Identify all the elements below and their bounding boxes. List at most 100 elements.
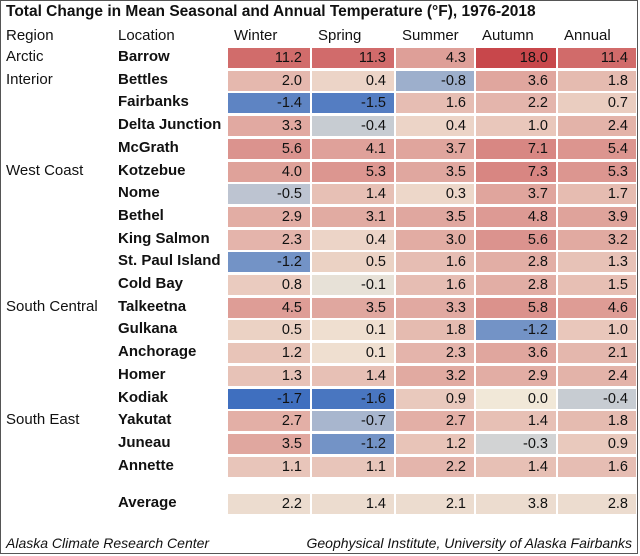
value-cell-annual: 4.6 xyxy=(558,298,636,318)
value-cell-spring: 0.1 xyxy=(312,343,394,363)
value-cell-annual: 5.3 xyxy=(558,162,636,182)
location-label: Anchorage xyxy=(118,343,197,360)
average-cell-summer: 2.1 xyxy=(396,494,474,514)
value-cell-autumn: 2.2 xyxy=(476,93,556,113)
value-cell-annual: 2.4 xyxy=(558,366,636,386)
value-cell-spring: 0.5 xyxy=(312,252,394,272)
value-cell-summer: 0.3 xyxy=(396,184,474,204)
value-cell-autumn: 3.7 xyxy=(476,184,556,204)
value-cell-autumn: 4.8 xyxy=(476,207,556,227)
value-cell-autumn: 2.8 xyxy=(476,252,556,272)
location-label: Kodiak xyxy=(118,389,169,406)
value-cell-summer: 1.6 xyxy=(396,93,474,113)
region-label: South Central xyxy=(6,298,98,315)
value-cell-winter: 4.0 xyxy=(228,162,310,182)
location-label: Nome xyxy=(118,184,160,201)
value-cell-summer: 1.2 xyxy=(396,434,474,454)
value-cell-annual: 1.7 xyxy=(558,184,636,204)
value-cell-winter: 1.3 xyxy=(228,366,310,386)
average-label: Average xyxy=(118,494,177,511)
value-cell-annual: 1.0 xyxy=(558,320,636,340)
footer-source-left: Alaska Climate Research Center xyxy=(6,535,210,551)
location-label: St. Paul Island xyxy=(118,252,221,269)
value-cell-summer: 0.4 xyxy=(396,116,474,136)
value-cell-spring: -1.2 xyxy=(312,434,394,454)
location-label: Yakutat xyxy=(118,411,172,428)
location-label: Juneau xyxy=(118,434,171,451)
value-cell-autumn: 7.1 xyxy=(476,139,556,159)
value-cell-winter: -1.4 xyxy=(228,93,310,113)
value-cell-spring: 11.3 xyxy=(312,48,394,68)
column-header-region: Region xyxy=(6,27,54,44)
footer-source-right: Geophysical Institute, University of Ala… xyxy=(306,535,632,551)
value-cell-spring: -0.4 xyxy=(312,116,394,136)
value-cell-spring: -1.6 xyxy=(312,389,394,409)
value-cell-summer: 4.3 xyxy=(396,48,474,68)
value-cell-spring: 3.1 xyxy=(312,207,394,227)
value-cell-autumn: 2.8 xyxy=(476,275,556,295)
value-cell-winter: 4.5 xyxy=(228,298,310,318)
value-cell-winter: -0.5 xyxy=(228,184,310,204)
value-cell-autumn: 3.6 xyxy=(476,71,556,91)
value-cell-autumn: 2.9 xyxy=(476,366,556,386)
value-cell-autumn: 5.8 xyxy=(476,298,556,318)
location-label: Barrow xyxy=(118,48,170,65)
location-label: Homer xyxy=(118,366,166,383)
value-cell-spring: -1.5 xyxy=(312,93,394,113)
value-cell-annual: 0.7 xyxy=(558,93,636,113)
value-cell-summer: 2.7 xyxy=(396,411,474,431)
value-cell-spring: -0.1 xyxy=(312,275,394,295)
value-cell-spring: 4.1 xyxy=(312,139,394,159)
value-cell-summer: 1.6 xyxy=(396,275,474,295)
value-cell-summer: 2.3 xyxy=(396,343,474,363)
value-cell-annual: 1.5 xyxy=(558,275,636,295)
value-cell-autumn: 7.3 xyxy=(476,162,556,182)
value-cell-autumn: -0.3 xyxy=(476,434,556,454)
value-cell-annual: 1.8 xyxy=(558,71,636,91)
region-label: Interior xyxy=(6,71,53,88)
average-cell-annual: 2.8 xyxy=(558,494,636,514)
value-cell-summer: 1.6 xyxy=(396,252,474,272)
average-cell-winter: 2.2 xyxy=(228,494,310,514)
column-header-autumn: Autumn xyxy=(482,27,534,44)
value-cell-autumn: 5.6 xyxy=(476,230,556,250)
value-cell-spring: 3.5 xyxy=(312,298,394,318)
value-cell-winter: 2.0 xyxy=(228,71,310,91)
value-cell-autumn: 18.0 xyxy=(476,48,556,68)
value-cell-summer: 3.5 xyxy=(396,207,474,227)
value-cell-spring: -0.7 xyxy=(312,411,394,431)
value-cell-spring: 5.3 xyxy=(312,162,394,182)
location-label: McGrath xyxy=(118,139,179,156)
value-cell-winter: 3.3 xyxy=(228,116,310,136)
value-cell-spring: 1.4 xyxy=(312,366,394,386)
value-cell-winter: 2.9 xyxy=(228,207,310,227)
value-cell-winter: -1.2 xyxy=(228,252,310,272)
value-cell-spring: 0.1 xyxy=(312,320,394,340)
value-cell-winter: 0.5 xyxy=(228,320,310,340)
location-label: Delta Junction xyxy=(118,116,222,133)
location-label: Talkeetna xyxy=(118,298,187,315)
value-cell-winter: 0.8 xyxy=(228,275,310,295)
value-cell-summer: 3.3 xyxy=(396,298,474,318)
column-header-summer: Summer xyxy=(402,27,459,44)
value-cell-summer: 3.2 xyxy=(396,366,474,386)
value-cell-winter: 2.7 xyxy=(228,411,310,431)
value-cell-annual: 1.8 xyxy=(558,411,636,431)
value-cell-autumn: 1.0 xyxy=(476,116,556,136)
average-cell-spring: 1.4 xyxy=(312,494,394,514)
value-cell-spring: 0.4 xyxy=(312,71,394,91)
chart-title: Total Change in Mean Seasonal and Annual… xyxy=(6,3,536,20)
value-cell-annual: 3.2 xyxy=(558,230,636,250)
value-cell-annual: 1.3 xyxy=(558,252,636,272)
region-label: West Coast xyxy=(6,162,84,179)
location-label: Bethel xyxy=(118,207,164,224)
value-cell-winter: 11.2 xyxy=(228,48,310,68)
value-cell-autumn: 1.4 xyxy=(476,411,556,431)
location-label: Gulkana xyxy=(118,320,178,337)
value-cell-summer: 0.9 xyxy=(396,389,474,409)
region-label: South East xyxy=(6,411,80,428)
value-cell-summer: 1.8 xyxy=(396,320,474,340)
location-label: Cold Bay xyxy=(118,275,184,292)
value-cell-autumn: 1.4 xyxy=(476,457,556,477)
